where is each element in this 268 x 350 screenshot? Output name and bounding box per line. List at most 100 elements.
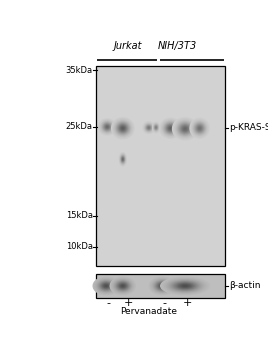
Ellipse shape bbox=[197, 126, 202, 131]
Ellipse shape bbox=[114, 119, 132, 137]
Ellipse shape bbox=[153, 280, 172, 292]
Ellipse shape bbox=[178, 283, 192, 288]
Ellipse shape bbox=[184, 285, 187, 286]
Ellipse shape bbox=[121, 155, 125, 163]
Ellipse shape bbox=[161, 285, 164, 287]
Ellipse shape bbox=[112, 278, 134, 294]
Ellipse shape bbox=[160, 118, 181, 138]
Text: -: - bbox=[106, 299, 110, 308]
Ellipse shape bbox=[118, 282, 128, 289]
Ellipse shape bbox=[194, 122, 205, 134]
Ellipse shape bbox=[160, 284, 165, 287]
Ellipse shape bbox=[106, 126, 108, 128]
Ellipse shape bbox=[120, 155, 125, 164]
Text: -: - bbox=[162, 299, 166, 308]
Ellipse shape bbox=[148, 276, 176, 295]
Ellipse shape bbox=[167, 125, 174, 132]
Ellipse shape bbox=[113, 279, 133, 293]
Ellipse shape bbox=[119, 153, 126, 166]
Ellipse shape bbox=[106, 125, 109, 128]
Ellipse shape bbox=[154, 280, 171, 292]
Ellipse shape bbox=[105, 124, 110, 130]
Ellipse shape bbox=[121, 156, 124, 162]
Ellipse shape bbox=[102, 122, 112, 132]
Ellipse shape bbox=[120, 154, 125, 164]
Ellipse shape bbox=[154, 125, 158, 131]
Ellipse shape bbox=[117, 282, 129, 290]
Ellipse shape bbox=[156, 127, 157, 128]
Ellipse shape bbox=[196, 125, 203, 132]
Text: 25kDa: 25kDa bbox=[66, 122, 93, 131]
Ellipse shape bbox=[99, 119, 116, 135]
Ellipse shape bbox=[181, 284, 189, 287]
Ellipse shape bbox=[197, 125, 203, 131]
Ellipse shape bbox=[116, 121, 130, 135]
Ellipse shape bbox=[102, 283, 111, 289]
Ellipse shape bbox=[121, 127, 124, 130]
Ellipse shape bbox=[111, 118, 134, 139]
Ellipse shape bbox=[120, 153, 126, 165]
Ellipse shape bbox=[169, 127, 172, 130]
Ellipse shape bbox=[168, 126, 173, 131]
Ellipse shape bbox=[103, 122, 112, 131]
Ellipse shape bbox=[118, 123, 128, 133]
Ellipse shape bbox=[175, 282, 195, 289]
Bar bbox=[96, 274, 225, 298]
Ellipse shape bbox=[104, 284, 109, 287]
Ellipse shape bbox=[122, 157, 124, 161]
Ellipse shape bbox=[174, 119, 196, 139]
Ellipse shape bbox=[146, 125, 152, 131]
Ellipse shape bbox=[184, 127, 187, 130]
Text: +: + bbox=[183, 299, 192, 308]
Ellipse shape bbox=[160, 276, 210, 295]
Ellipse shape bbox=[101, 121, 113, 133]
Ellipse shape bbox=[99, 119, 115, 135]
Ellipse shape bbox=[113, 279, 132, 293]
Ellipse shape bbox=[163, 121, 178, 135]
Ellipse shape bbox=[116, 281, 130, 291]
Ellipse shape bbox=[176, 121, 194, 137]
Ellipse shape bbox=[195, 123, 205, 134]
Ellipse shape bbox=[120, 125, 126, 131]
Ellipse shape bbox=[161, 119, 181, 138]
Ellipse shape bbox=[146, 125, 151, 130]
Ellipse shape bbox=[159, 118, 182, 139]
Ellipse shape bbox=[115, 121, 131, 136]
Ellipse shape bbox=[99, 281, 113, 290]
Ellipse shape bbox=[146, 125, 152, 131]
Ellipse shape bbox=[104, 124, 111, 130]
Ellipse shape bbox=[199, 127, 201, 130]
Ellipse shape bbox=[122, 159, 123, 160]
Ellipse shape bbox=[121, 155, 125, 163]
Ellipse shape bbox=[115, 280, 131, 292]
Ellipse shape bbox=[155, 126, 157, 129]
Ellipse shape bbox=[163, 122, 178, 135]
Ellipse shape bbox=[114, 120, 131, 136]
Ellipse shape bbox=[154, 124, 159, 131]
Ellipse shape bbox=[198, 126, 201, 130]
Ellipse shape bbox=[159, 284, 165, 288]
Ellipse shape bbox=[167, 279, 203, 293]
Ellipse shape bbox=[162, 285, 163, 286]
Text: 10kDa: 10kDa bbox=[66, 242, 93, 251]
Ellipse shape bbox=[105, 285, 108, 287]
Ellipse shape bbox=[144, 122, 154, 133]
Ellipse shape bbox=[118, 124, 127, 133]
Ellipse shape bbox=[173, 281, 198, 290]
Text: +: + bbox=[123, 299, 133, 308]
Ellipse shape bbox=[173, 118, 198, 140]
Ellipse shape bbox=[177, 283, 193, 289]
Ellipse shape bbox=[94, 278, 118, 294]
Text: β-actin: β-actin bbox=[229, 281, 260, 290]
Ellipse shape bbox=[150, 278, 174, 294]
Ellipse shape bbox=[161, 119, 180, 137]
Ellipse shape bbox=[176, 120, 195, 137]
Ellipse shape bbox=[166, 279, 205, 293]
Ellipse shape bbox=[113, 119, 133, 138]
Ellipse shape bbox=[105, 285, 107, 286]
Ellipse shape bbox=[103, 284, 109, 288]
Ellipse shape bbox=[105, 125, 109, 129]
Ellipse shape bbox=[101, 282, 111, 289]
Ellipse shape bbox=[114, 280, 132, 292]
Ellipse shape bbox=[191, 119, 208, 137]
